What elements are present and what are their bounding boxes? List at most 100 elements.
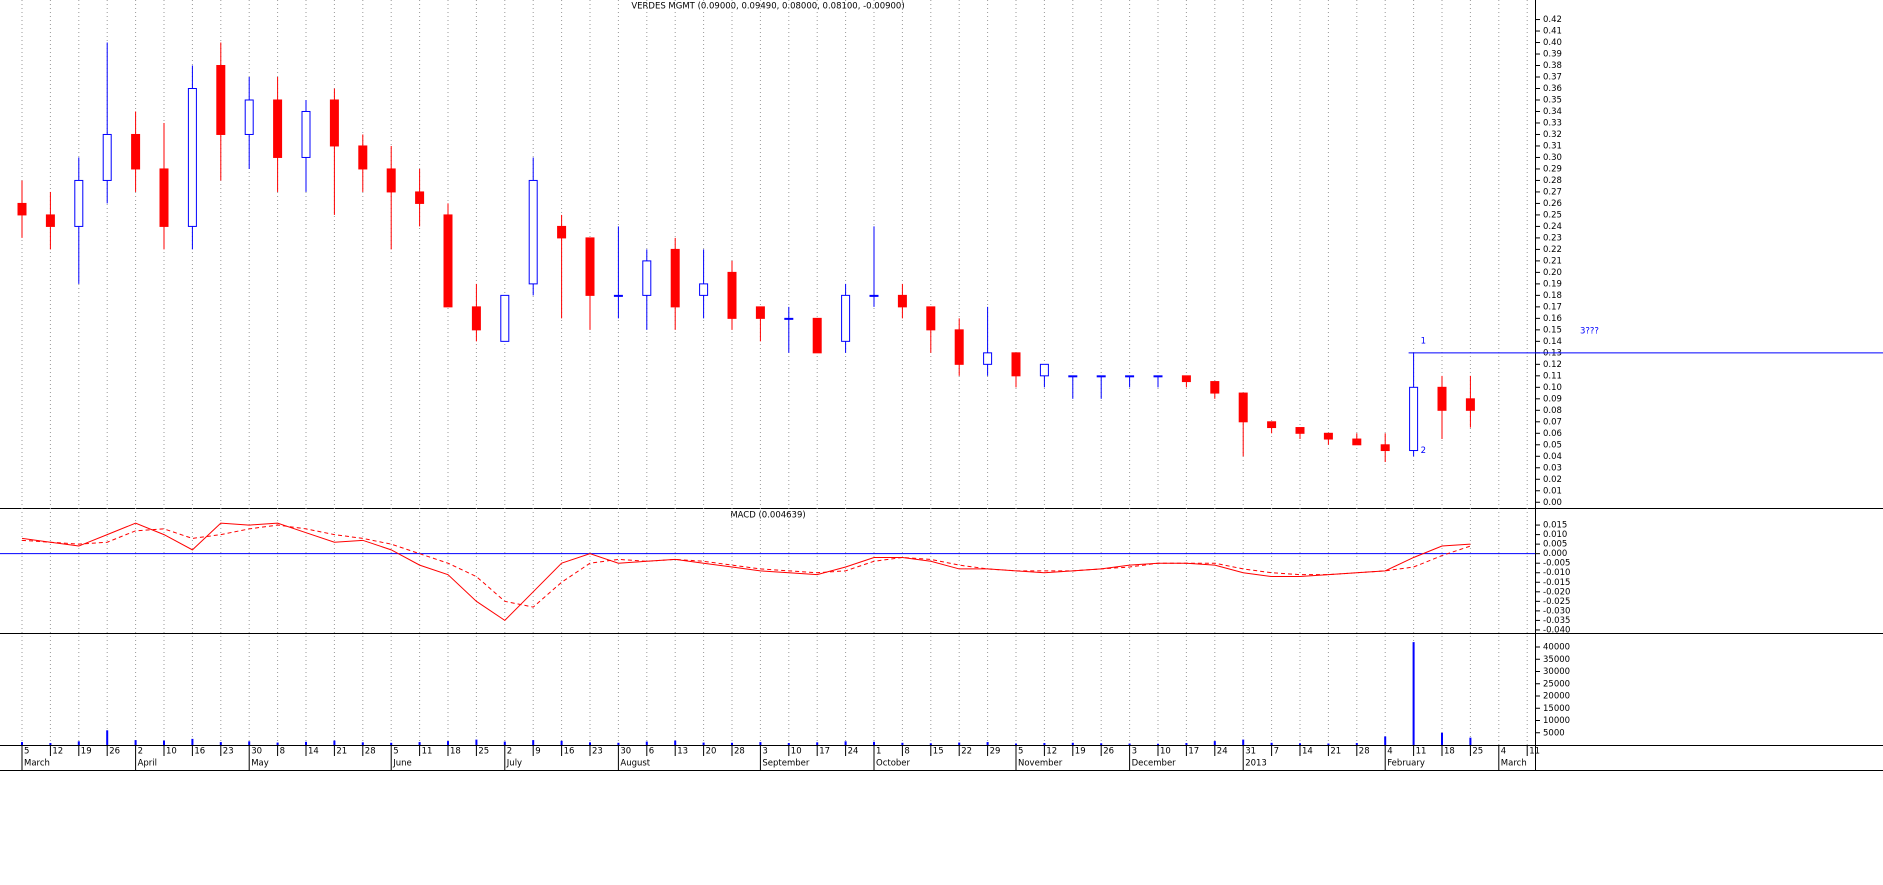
volume-bar — [702, 742, 705, 745]
y-tick-label: 5000 — [1543, 728, 1565, 738]
x-tick-label: 14 — [308, 747, 319, 757]
candle-body — [1267, 421, 1277, 429]
y-tick-label: 0.30 — [1543, 153, 1562, 163]
candle-body — [1437, 386, 1447, 411]
month-label: March — [24, 759, 50, 769]
y-tick-label: 0.24 — [1543, 222, 1562, 232]
x-tick-label: 3 — [1132, 747, 1137, 757]
y-tick-label: 40000 — [1543, 643, 1570, 653]
volume-bar — [21, 742, 23, 745]
macd-line — [21, 524, 1471, 608]
volume-bar — [1469, 737, 1472, 745]
x-tick-label: 16 — [564, 747, 575, 757]
y-tick-label: 0.27 — [1543, 187, 1562, 197]
candle-body — [415, 191, 425, 204]
x-tick-label: 12 — [52, 747, 63, 757]
y-tick-label: 0.33 — [1543, 118, 1562, 128]
volume-bar — [816, 742, 819, 745]
candle-body — [784, 317, 794, 320]
volume-bar — [731, 742, 733, 745]
x-tick-label: 24 — [848, 747, 859, 757]
candle-body — [131, 133, 141, 170]
volume-bar — [1327, 743, 1330, 745]
volume-bar — [134, 740, 137, 745]
candle-body — [1409, 386, 1419, 452]
candle-body — [1125, 375, 1135, 378]
candle-body — [1011, 352, 1021, 377]
y-tick-label: 0.10 — [1543, 383, 1562, 393]
candle-body — [1096, 375, 1106, 378]
y-tick-label: 0.29 — [1543, 164, 1562, 174]
x-tick-label: 11 — [1529, 747, 1540, 757]
month-label: 2013 — [1245, 759, 1267, 769]
y-tick-label: 0.25 — [1543, 210, 1562, 220]
candle-body — [273, 99, 283, 158]
y-tick-label: 0.26 — [1543, 199, 1562, 209]
y-tick-label: 15000 — [1543, 704, 1570, 714]
candle-body — [443, 214, 453, 308]
candle-body — [699, 283, 709, 296]
volume-bar — [390, 742, 393, 745]
y-tick-label: 0.18 — [1543, 291, 1562, 301]
y-tick-label: 0.08 — [1543, 406, 1562, 416]
x-tick-label: 31 — [1245, 747, 1256, 757]
volume-bar — [1355, 743, 1358, 745]
chart-title: VERDES MGMT (0.09000, 0.09490, 0.08000, … — [631, 2, 904, 12]
y-tick-label: 0.21 — [1543, 256, 1562, 266]
candle-body — [1210, 381, 1220, 394]
x-tick-label: 2 — [138, 747, 143, 757]
y-tick-label: 0.07 — [1543, 417, 1562, 427]
y-tick-label: 0.05 — [1543, 440, 1562, 450]
volume-bar — [617, 742, 620, 745]
volume-bar — [844, 741, 847, 745]
x-tick-label: 19 — [1075, 747, 1086, 757]
x-tick-label: 25 — [478, 747, 489, 757]
x-tick-label: 5 — [24, 747, 29, 757]
volume-bar — [787, 743, 790, 745]
x-tick-label: 5 — [393, 747, 398, 757]
x-tick-label: 30 — [251, 747, 262, 757]
volume-bar — [1441, 732, 1443, 745]
candle-body — [670, 248, 680, 308]
x-tick-label: 9 — [535, 747, 540, 757]
volume-bar — [1128, 743, 1131, 745]
x-tick-label: 7 — [1274, 747, 1279, 757]
y-tick-label: 0.000 — [1543, 549, 1567, 559]
month-label: May — [251, 759, 269, 769]
y-tick-label: -0.015 — [1543, 578, 1570, 588]
volume-bar — [1213, 741, 1216, 745]
y-tick-label: 0.02 — [1543, 475, 1562, 485]
x-tick-label: 5 — [1018, 747, 1023, 757]
candle-body — [187, 87, 197, 227]
x-tick-label: 30 — [620, 747, 631, 757]
y-tick-label: 0.010 — [1543, 530, 1567, 540]
candle-body — [585, 237, 595, 296]
x-tick-label: 1 — [876, 747, 881, 757]
y-tick-label: 0.36 — [1543, 84, 1562, 94]
candle-body — [642, 260, 652, 296]
x-tick-label: 11 — [1416, 747, 1427, 757]
candle-body — [471, 306, 481, 331]
month-label: June — [392, 759, 412, 769]
x-tick-label: 16 — [194, 747, 205, 757]
x-tick-label: 17 — [819, 747, 830, 757]
x-tick-label: 10 — [166, 747, 177, 757]
y-tick-label: -0.010 — [1543, 568, 1570, 578]
candle-body — [1039, 363, 1049, 377]
candle-body — [727, 271, 737, 319]
volume-bar — [532, 740, 535, 745]
y-tick-label: 0.14 — [1543, 337, 1562, 347]
volume-bar — [901, 742, 904, 745]
y-tick-label: 0.06 — [1543, 429, 1562, 439]
y-tick-label: 0.19 — [1543, 279, 1562, 289]
candle-body — [244, 99, 254, 135]
y-tick-label: 0.015 — [1543, 521, 1567, 531]
candle-body — [869, 294, 879, 297]
volume-bar — [475, 739, 478, 745]
candle-body — [301, 110, 311, 158]
candle-body — [17, 202, 27, 216]
y-tick-label: 0.12 — [1543, 360, 1562, 370]
candle-body — [74, 179, 84, 227]
y-tick-label: 0.005 — [1543, 540, 1567, 550]
